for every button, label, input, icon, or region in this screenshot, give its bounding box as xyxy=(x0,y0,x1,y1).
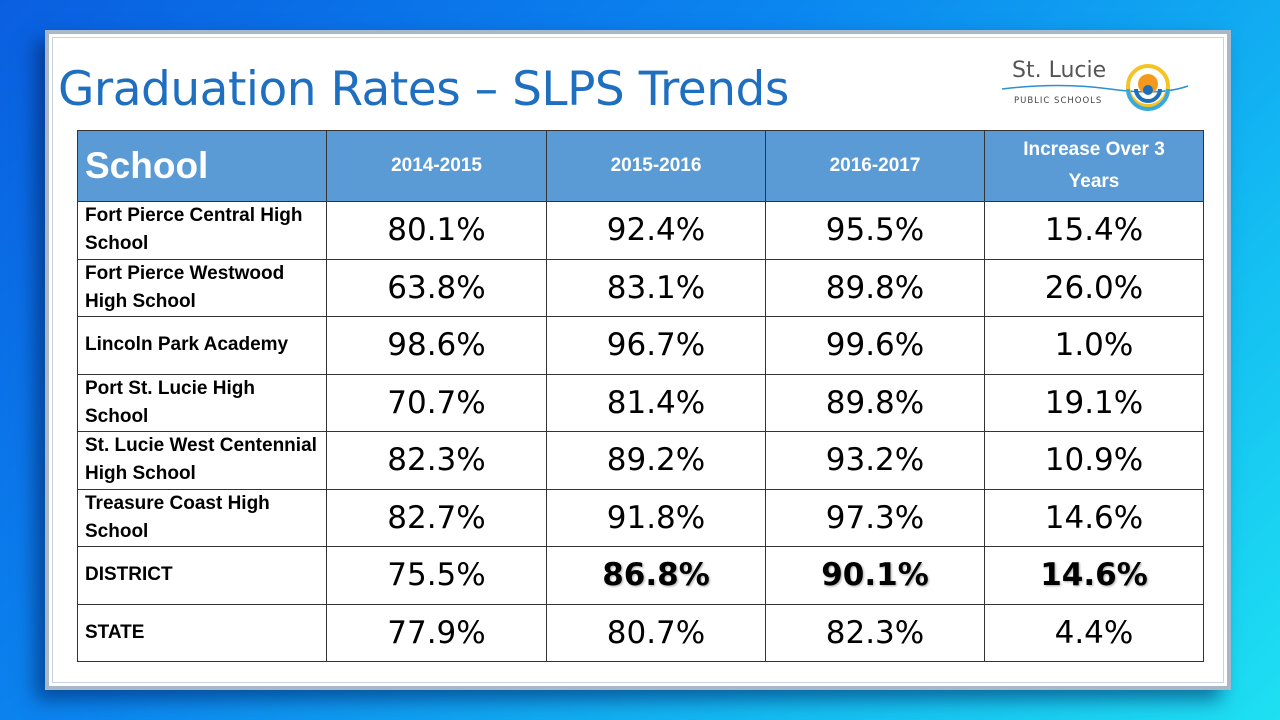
school-name-text: Port St. Lucie High School xyxy=(85,377,255,427)
header-2015-2016: 2015-2016 xyxy=(546,130,766,202)
school-name-text: Fort Pierce Central High School xyxy=(85,205,303,255)
school-name-text: Lincoln Park Academy xyxy=(85,334,289,356)
rate-cell: 91.8% xyxy=(546,488,766,547)
rate-cell: 4.4% xyxy=(984,603,1204,662)
school-name: Fort Pierce Central High School xyxy=(77,201,327,260)
rate-cell: 70.7% xyxy=(326,373,547,432)
school-name-text: STATE xyxy=(85,621,145,643)
rate-cell: 14.6% xyxy=(984,546,1204,605)
header-increase-label: Increase Over 3 Years xyxy=(1023,139,1165,192)
table-row: Port St. Lucie High School 70.7% 81.4% 89.8… xyxy=(77,373,1204,432)
rate-cell: 86.8% xyxy=(546,546,766,605)
school-name: Lincoln Park Academy xyxy=(77,316,327,375)
school-name-text: St. Lucie West Centennial High School xyxy=(85,435,317,485)
rate-cell: 15.4% xyxy=(984,201,1204,260)
rate-cell: 97.3% xyxy=(765,488,985,547)
rate-cell: 26.0% xyxy=(984,258,1204,317)
table-row: Treasure Coast High School 82.7% 91.8% 97.3… xyxy=(77,488,1204,547)
sun-wave-icon xyxy=(1001,64,1189,111)
table-header-row: School 2014-2015 2015-2016 2016-2017 Inc… xyxy=(77,130,1204,202)
rate-cell: 82.7% xyxy=(326,488,547,547)
rate-cell: 10.9% xyxy=(984,431,1204,490)
rate-cell: 92.4% xyxy=(546,201,766,260)
rate-cell: 96.7% xyxy=(546,316,766,375)
rate-cell: 1.0% xyxy=(984,316,1204,375)
rate-cell: 80.1% xyxy=(326,201,547,260)
header-2014-2015: 2014-2015 xyxy=(326,130,547,202)
table-row: DISTRICT 75.5% 86.8% 90.1% 14.6% xyxy=(77,546,1204,605)
header-school: School xyxy=(77,130,327,202)
header-2016-2017: 2016-2017 xyxy=(765,130,985,202)
table-row: STATE 77.9% 80.7% 82.3% 4.4% xyxy=(77,603,1204,662)
school-name-text: DISTRICT xyxy=(85,564,173,586)
rate-cell: 77.9% xyxy=(326,603,547,662)
table-row: St. Lucie West Centennial High School 82.… xyxy=(77,431,1204,490)
rate-cell: 90.1% xyxy=(765,546,985,605)
school-name: Port St. Lucie High School xyxy=(77,373,327,432)
school-name-text: Fort Pierce Westwood High School xyxy=(85,262,285,312)
rate-cell: 93.2% xyxy=(765,431,985,490)
logo-subtitle: PUBLIC SCHOOLS xyxy=(1014,96,1103,106)
rate-cell: 19.1% xyxy=(984,373,1204,432)
rate-cell: 63.8% xyxy=(326,258,547,317)
school-name: DISTRICT xyxy=(77,546,327,605)
school-name-text: Treasure Coast High School xyxy=(85,492,270,542)
rate-cell: 81.4% xyxy=(546,373,766,432)
rate-cell: 89.8% xyxy=(765,373,985,432)
graduation-rates-table: School 2014-2015 2015-2016 2016-2017 Inc… xyxy=(77,130,1204,662)
table-row: Fort Pierce Central High School 80.1% 92.4… xyxy=(77,201,1204,260)
st-lucie-logo: St. Lucie PUBLIC SCHOOLS xyxy=(1000,56,1190,116)
rate-cell: 83.1% xyxy=(546,258,766,317)
header-increase: Increase Over 3 Years xyxy=(984,130,1204,202)
rate-cell: 98.6% xyxy=(326,316,547,375)
table-row: Lincoln Park Academy 98.6% 96.7% 99.6% 1.0% xyxy=(77,316,1204,375)
school-name: Treasure Coast High School xyxy=(77,488,327,547)
school-name: Fort Pierce Westwood High School xyxy=(77,258,327,317)
rate-cell: 80.7% xyxy=(546,603,766,662)
rate-cell: 89.8% xyxy=(765,258,985,317)
rate-cell: 99.6% xyxy=(765,316,985,375)
rate-cell: 75.5% xyxy=(326,546,547,605)
school-name: St. Lucie West Centennial High School xyxy=(77,431,327,490)
school-name: STATE xyxy=(77,603,327,662)
logo-name: St. Lucie xyxy=(1012,58,1107,83)
rate-cell: 14.6% xyxy=(984,488,1204,547)
rate-cell: 89.2% xyxy=(546,431,766,490)
table-row: Fort Pierce Westwood High School 63.8% 83.… xyxy=(77,258,1204,317)
rate-cell: 82.3% xyxy=(765,603,985,662)
rate-cell: 95.5% xyxy=(765,201,985,260)
page-title: Graduation Rates – SLPS Trends xyxy=(58,62,789,117)
rate-cell: 82.3% xyxy=(326,431,547,490)
